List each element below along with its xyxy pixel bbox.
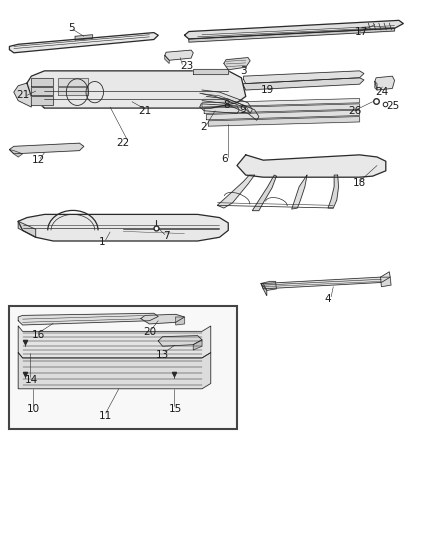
Polygon shape <box>243 71 363 84</box>
Text: 4: 4 <box>324 294 330 304</box>
Text: 19: 19 <box>261 85 274 95</box>
Polygon shape <box>201 96 258 120</box>
Polygon shape <box>380 277 390 287</box>
Polygon shape <box>374 82 376 90</box>
Text: 16: 16 <box>31 329 45 340</box>
Polygon shape <box>18 214 228 241</box>
Text: 21: 21 <box>138 106 152 116</box>
Polygon shape <box>193 69 228 74</box>
Polygon shape <box>193 340 201 350</box>
Text: 8: 8 <box>223 100 229 110</box>
Polygon shape <box>201 99 359 107</box>
Polygon shape <box>10 33 158 53</box>
Text: 15: 15 <box>169 404 182 414</box>
Polygon shape <box>261 272 389 289</box>
Polygon shape <box>75 35 92 40</box>
Polygon shape <box>223 58 250 70</box>
Polygon shape <box>184 20 403 39</box>
Polygon shape <box>18 353 210 389</box>
Polygon shape <box>27 71 245 108</box>
Polygon shape <box>14 83 44 108</box>
Text: 5: 5 <box>68 23 75 34</box>
Polygon shape <box>261 281 276 290</box>
Text: 26: 26 <box>348 106 361 116</box>
Polygon shape <box>158 336 201 346</box>
Polygon shape <box>327 175 338 208</box>
Polygon shape <box>208 117 359 126</box>
Polygon shape <box>188 28 394 42</box>
Polygon shape <box>206 110 359 120</box>
Text: 11: 11 <box>99 411 112 422</box>
Polygon shape <box>217 175 254 208</box>
Polygon shape <box>141 314 184 324</box>
Text: 23: 23 <box>180 61 193 70</box>
Polygon shape <box>31 87 53 95</box>
Polygon shape <box>164 50 193 60</box>
Polygon shape <box>252 175 276 211</box>
Polygon shape <box>18 326 210 358</box>
Polygon shape <box>10 150 22 157</box>
Polygon shape <box>199 104 239 114</box>
Text: 20: 20 <box>143 327 155 337</box>
Text: 24: 24 <box>374 87 387 97</box>
Polygon shape <box>18 221 35 237</box>
Polygon shape <box>374 76 394 90</box>
Polygon shape <box>10 143 84 154</box>
Polygon shape <box>175 317 184 325</box>
Text: 7: 7 <box>162 231 169 241</box>
Polygon shape <box>199 90 252 114</box>
Polygon shape <box>261 284 266 296</box>
Text: 17: 17 <box>354 27 367 37</box>
Text: 21: 21 <box>16 90 29 100</box>
Polygon shape <box>237 155 385 177</box>
Text: 6: 6 <box>221 154 228 164</box>
Text: 13: 13 <box>155 350 169 360</box>
Polygon shape <box>31 96 53 105</box>
Polygon shape <box>243 78 363 90</box>
Text: 14: 14 <box>25 375 38 385</box>
Polygon shape <box>164 55 169 63</box>
Polygon shape <box>291 175 306 209</box>
Text: 10: 10 <box>27 404 40 414</box>
Text: 9: 9 <box>239 104 245 115</box>
Text: 3: 3 <box>240 66 247 76</box>
Text: 25: 25 <box>386 101 399 111</box>
Bar <box>10 306 237 429</box>
Text: 2: 2 <box>199 122 206 132</box>
Text: 1: 1 <box>99 237 106 247</box>
Polygon shape <box>204 104 359 114</box>
Polygon shape <box>57 87 88 95</box>
Polygon shape <box>18 313 158 325</box>
Text: 12: 12 <box>31 155 45 165</box>
Polygon shape <box>31 78 53 86</box>
Text: 22: 22 <box>117 138 130 148</box>
Text: 18: 18 <box>352 178 365 188</box>
Polygon shape <box>57 78 88 86</box>
